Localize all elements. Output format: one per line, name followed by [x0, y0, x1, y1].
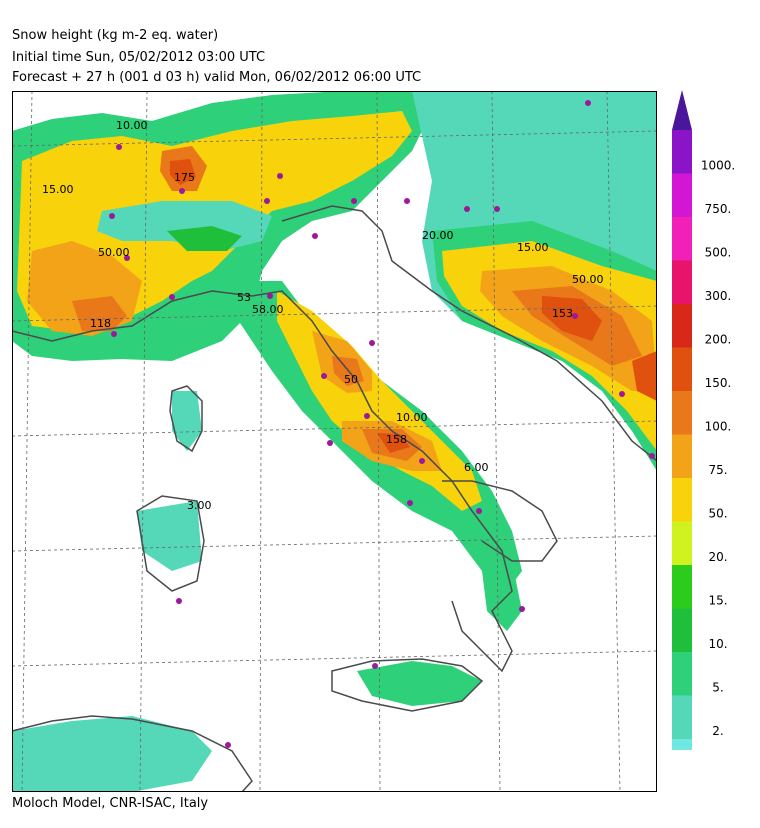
legend-level-label: 2.	[712, 724, 723, 738]
contour-label: 15.00	[517, 241, 549, 254]
forecast-validity: Forecast + 27 h (001 d 03 h) valid Mon, …	[12, 70, 422, 85]
color-legend: 1.2.5.10.15.20.50.75.100.150.200.300.500…	[672, 90, 735, 750]
legend-level-label: 15.	[708, 594, 727, 608]
snow-field-apennines	[232, 281, 522, 591]
legend-bin	[672, 391, 692, 435]
legend-bin	[672, 695, 692, 739]
contour-label: 3.00	[187, 499, 212, 512]
legend-level-label: 100.	[705, 420, 732, 434]
contour-label: 10.00	[396, 411, 428, 424]
legend-bin	[672, 434, 692, 478]
contour-label: 50.00	[572, 273, 604, 286]
legend-level-label: 50.	[708, 507, 727, 521]
contour-label: 53	[237, 291, 251, 304]
legend-level-label: 5.	[712, 681, 723, 695]
contour-label: 6.00	[464, 461, 489, 474]
map-frame	[12, 91, 657, 792]
contour-label: 50.00	[98, 246, 130, 259]
map-title: Snow height (kg m-2 eq. water)	[12, 28, 219, 43]
model-credit: Moloch Model, CNR-ISAC, Italy	[12, 796, 209, 811]
legend-bin	[672, 521, 692, 565]
legend-bins	[672, 130, 692, 750]
legend-level-label: 200.	[705, 333, 732, 347]
snow-field-north	[12, 91, 432, 361]
legend-level-label: 1000.	[701, 159, 735, 173]
legend-level-label: 750.	[705, 202, 732, 216]
legend-bin	[672, 260, 692, 304]
legend-bin	[672, 304, 692, 348]
city-markers	[109, 100, 655, 748]
contour-label: 158	[386, 433, 407, 446]
legend-bin	[672, 347, 692, 391]
legend-bin	[672, 217, 692, 261]
contour-label: 118	[90, 317, 111, 330]
legend-labels: 1.2.5.10.15.20.50.75.100.150.200.300.500…	[701, 159, 735, 739]
contour-label: 50	[344, 373, 358, 386]
legend-level-label: 150.	[705, 376, 732, 390]
legend-overflow-arrow	[672, 90, 692, 130]
snow-height-map: 10.00 15.00 50.00 175 118 53 58.00 50 15…	[12, 91, 657, 792]
snow-field-balkans	[412, 91, 657, 471]
graticule	[12, 91, 657, 792]
contour-label: 20.00	[422, 229, 454, 242]
contour-label: 10.00	[116, 119, 148, 132]
legend-bin	[672, 565, 692, 609]
legend-level-label: 300.	[705, 289, 732, 303]
legend-bin	[672, 652, 692, 696]
initial-time: Initial time Sun, 05/02/2012 03:00 UTC	[12, 50, 266, 65]
legend-bin	[672, 173, 692, 217]
contour-label: 15.00	[42, 183, 74, 196]
legend-bin	[672, 478, 692, 522]
legend-level-label: 20.	[708, 550, 727, 564]
contour-label: 58.00	[252, 303, 284, 316]
legend-level-label: 500.	[705, 246, 732, 260]
legend-bin	[672, 130, 692, 174]
legend-bin	[672, 739, 692, 750]
legend-level-label: 75.	[708, 463, 727, 477]
snow-field-south	[12, 391, 522, 792]
legend-level-label: 10.	[708, 637, 727, 651]
legend-bin	[672, 608, 692, 652]
contour-label: 153	[552, 307, 573, 320]
contour-label: 175	[174, 171, 195, 184]
contour-labels: 10.00 15.00 50.00 175 118 53 58.00 50 15…	[42, 119, 604, 512]
